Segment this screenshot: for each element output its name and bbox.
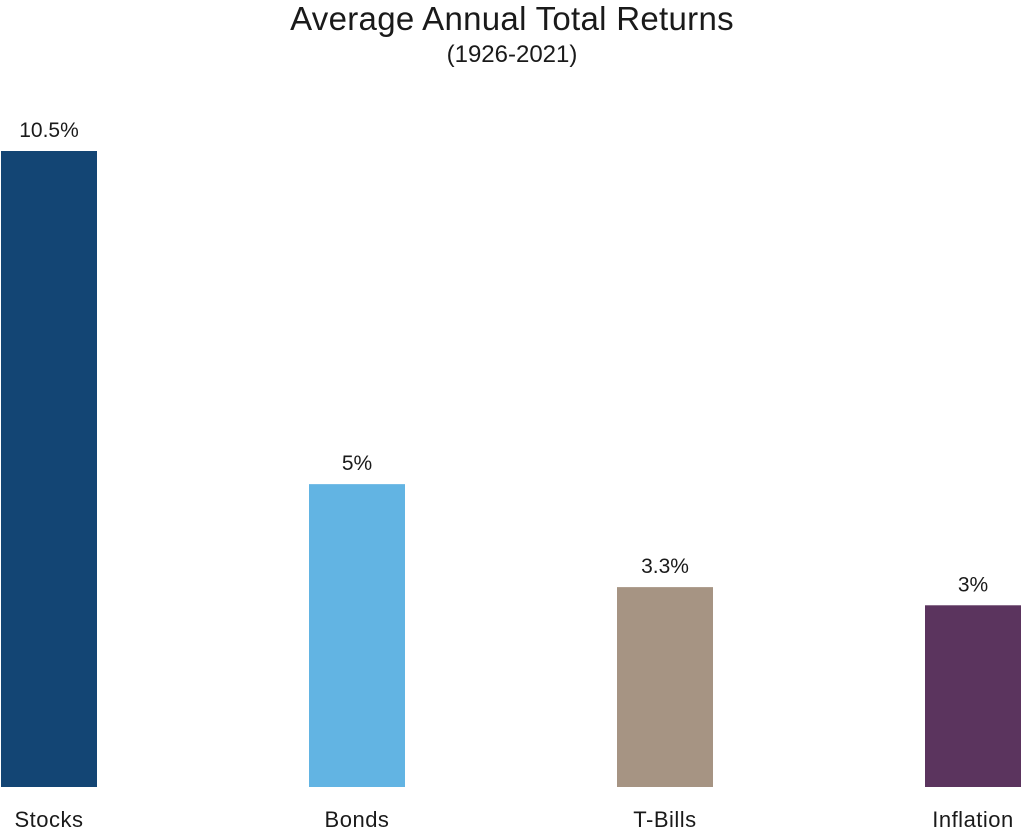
- bar-inflation: [925, 605, 1021, 787]
- bar-t-bills: [617, 587, 713, 787]
- category-label-t-bills: T-Bills: [633, 807, 696, 832]
- value-label-stocks: 10.5%: [19, 119, 79, 142]
- category-label-bonds: Bonds: [325, 807, 390, 832]
- chart-title: Average Annual Total Returns: [290, 0, 734, 37]
- bar-stocks: [1, 151, 97, 787]
- value-label-inflation: 3%: [958, 573, 988, 596]
- category-label-stocks: Stocks: [14, 807, 83, 832]
- chart-subtitle: (1926-2021): [446, 41, 578, 68]
- value-label-t-bills: 3.3%: [641, 555, 689, 578]
- value-label-bonds: 5%: [342, 452, 372, 475]
- bar-bonds: [309, 484, 405, 787]
- category-label-inflation: Inflation: [932, 807, 1014, 832]
